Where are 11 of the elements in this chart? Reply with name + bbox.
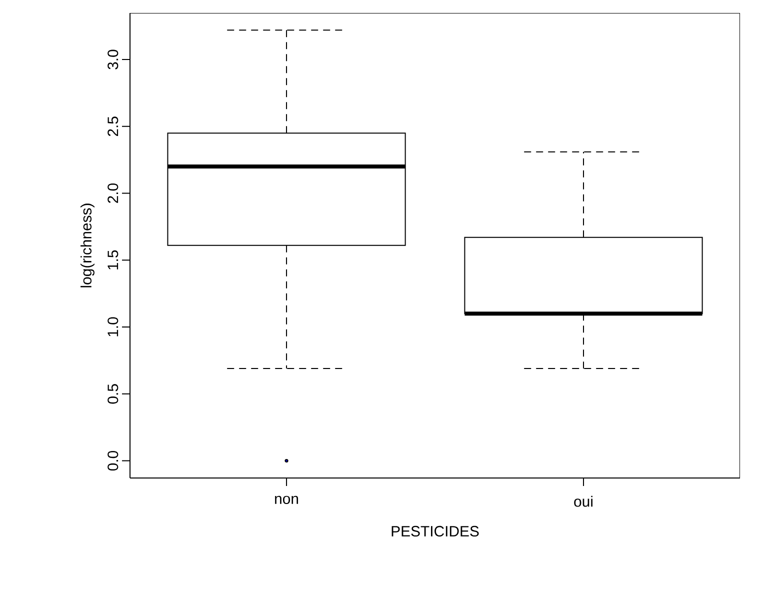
x-tick-label: oui [574,496,592,507]
y-axis-title: log(richness) [80,204,94,288]
y-tick-label: 3.0 [108,50,118,70]
y-tick-label: 0.0 [108,450,118,471]
y-tick-label: 1.0 [108,317,118,336]
y-tick-label: 2.5 [108,116,118,136]
y-tick-label: 0.5 [108,384,118,404]
x-tick-label: non [275,496,298,504]
y-tick-label: 2.0 [108,183,118,203]
x-axis-title: PESTICIDES [392,526,479,537]
y-tick-label: 1.5 [108,250,118,270]
